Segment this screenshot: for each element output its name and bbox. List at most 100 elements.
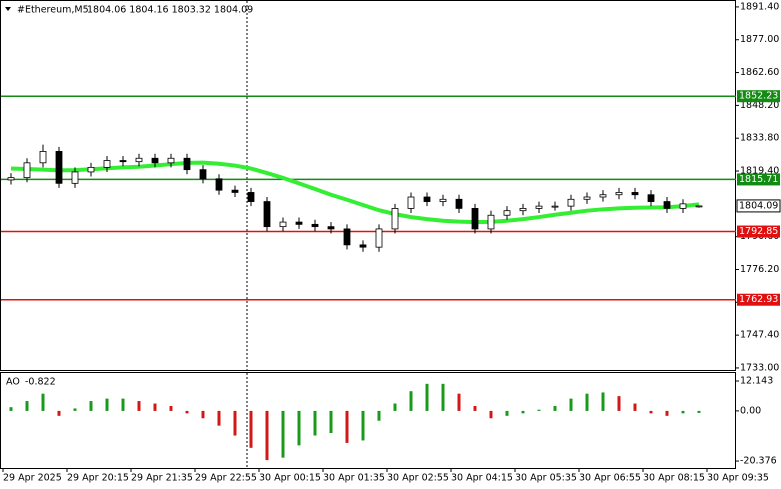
ao-bar (345, 410, 349, 443)
level-label-box (737, 293, 780, 306)
candle-body (231, 189, 239, 193)
ao-bar (601, 392, 605, 411)
ao-bar (425, 383, 429, 411)
candle-body (663, 201, 671, 209)
ao-bar (649, 410, 653, 414)
candle-body (327, 226, 335, 230)
candle-body (343, 228, 351, 246)
last-price-box (736, 199, 781, 213)
ao-bar (249, 410, 253, 448)
level-label: 1762.93 (739, 294, 778, 305)
candle-body (167, 157, 175, 164)
last-price-label: 1804.09 (739, 200, 778, 211)
candle-body (183, 157, 191, 171)
candle-body (135, 157, 143, 163)
candle-body (599, 194, 607, 198)
candle-body (423, 196, 431, 202)
level-label: 1792.85 (739, 226, 778, 237)
ao-bar (633, 403, 637, 411)
ao-bar (521, 410, 525, 414)
level-label-box (737, 173, 780, 186)
x-tick-label: 30 Apr 01:35 (323, 473, 385, 484)
candle-body (647, 194, 655, 202)
candle-body (695, 205, 703, 208)
candle-body (87, 166, 95, 173)
ao-bar (329, 410, 333, 434)
candle-body (535, 205, 543, 209)
ao-bar (473, 405, 477, 411)
candle-body (567, 198, 575, 207)
candle-body (583, 196, 591, 200)
candle-body (215, 178, 223, 191)
candle-body (55, 151, 63, 184)
candle-body (103, 160, 111, 168)
candle-body (471, 208, 479, 230)
x-tick-label: 30 Apr 05:35 (515, 473, 577, 484)
ao-bar (201, 410, 205, 419)
ao-bar (393, 403, 397, 411)
ao-bar (73, 408, 77, 411)
ao-bar (377, 410, 381, 421)
y-tick-label: 1891.40 (740, 1, 779, 12)
x-tick-label: 30 Apr 00:15 (259, 473, 321, 484)
x-tick-label: 29 Apr 21:35 (131, 473, 193, 484)
symbol: #Ethereum,M5 (17, 5, 89, 16)
candle-body (407, 196, 415, 209)
ao-bar (265, 410, 269, 461)
candle-body (439, 198, 447, 202)
y-tick-label: 1819.40 (740, 166, 779, 177)
ao-bar (617, 396, 621, 411)
candle-body (551, 205, 559, 208)
candle-body (119, 160, 127, 163)
candle-body (519, 208, 527, 212)
candle-body (23, 162, 31, 179)
x-tick-label: 30 Apr 02:55 (387, 473, 449, 484)
x-tick-label: 30 Apr 06:55 (579, 473, 641, 484)
candle-body (487, 214, 495, 230)
candle-body (391, 208, 399, 230)
ao-bar (409, 391, 413, 411)
x-tick-label: 30 Apr 08:15 (643, 473, 705, 484)
candle-body (631, 192, 639, 196)
level-label: 1815.71 (739, 174, 778, 185)
ao-bar (585, 393, 589, 411)
quote: 1804.06 1804.16 1803.32 1804.09 (87, 5, 253, 16)
ao-bar (569, 398, 573, 411)
candle-body (199, 169, 207, 180)
y-tick-label: -20.376 (740, 456, 777, 467)
candle-body (247, 192, 255, 202)
ao-bar (537, 409, 541, 411)
level-label: 1852.23 (739, 91, 778, 102)
level-label-box (737, 90, 780, 103)
x-tick-label: 30 Apr 04:15 (451, 473, 513, 484)
ao-bar (25, 401, 29, 411)
ao-bar (217, 410, 221, 426)
candle-body (375, 228, 383, 248)
ao-bar (505, 410, 509, 416)
y-tick-label: 1833.80 (740, 133, 779, 144)
ao-bar (441, 383, 445, 411)
x-tick-label: 29 Apr 22:55 (195, 473, 257, 484)
moving-average (10, 160, 700, 225)
ao-bar (121, 398, 125, 411)
y-tick-label: 1776.20 (740, 264, 779, 275)
candle-body (279, 221, 287, 228)
candle-body (615, 192, 623, 196)
ao-bar (57, 410, 61, 416)
y-tick-label: 1733.00 (740, 362, 779, 373)
y-tick-label: 12.143 (740, 376, 773, 387)
candle-body (359, 244, 367, 248)
x-tick-label: 30 Apr 09:35 (707, 473, 769, 484)
x-tick-label: 29 Apr 2025 (3, 473, 62, 484)
candle-body (455, 198, 463, 209)
ao-bar (105, 398, 109, 411)
menu-arrow[interactable] (5, 7, 11, 11)
level-label-box (737, 225, 780, 238)
x-tick-label: 29 Apr 20:15 (67, 473, 129, 484)
ao-bar (665, 410, 669, 416)
candle-body (39, 151, 47, 164)
ao-bar (697, 410, 701, 413)
y-tick-label: 1848.20 (740, 100, 779, 111)
ao-bar (89, 401, 93, 411)
